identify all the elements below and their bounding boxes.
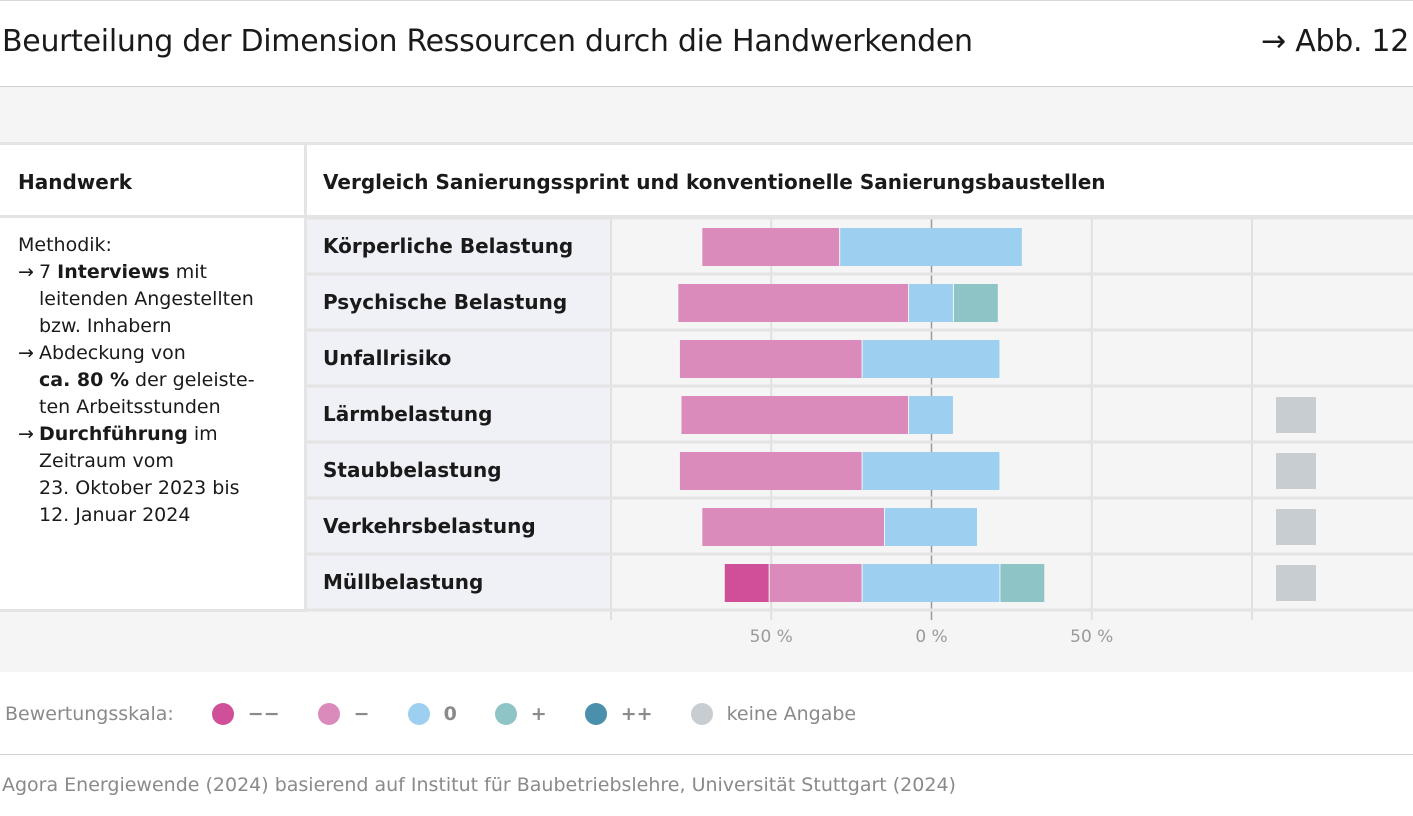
bar-segment <box>681 396 909 434</box>
methodik-text-plain: der geleiste- <box>129 369 255 391</box>
bar-segment <box>702 508 885 546</box>
legend-item: + <box>494 703 547 725</box>
category-label: Verkehrsbelastung <box>323 514 536 538</box>
methodik-text-plain: ten Arbeitsstunden <box>39 396 221 418</box>
legend-swatch <box>407 703 430 725</box>
methodik-text-plain: leitenden Angestellten <box>39 288 254 310</box>
legend-swatch <box>584 703 607 725</box>
bar-segment <box>702 228 840 266</box>
legend-item: keine Angabe <box>690 703 857 725</box>
bar-segment <box>909 284 953 322</box>
arrow-icon: → <box>18 261 34 283</box>
bar-segment <box>769 564 862 602</box>
methodik-text-plain: bzw. Inhabern <box>39 315 172 337</box>
bar-segment <box>862 452 1000 490</box>
legend-item: −− <box>211 703 280 725</box>
diverging-bar-chart: Körperliche Belastung Psychische Belastun… <box>307 218 1413 647</box>
legend-items: −− −0 + ++ keine Angabe <box>211 703 894 725</box>
methodik-text-plain: 12. Januar 2024 <box>39 504 191 526</box>
methodik-line: → 7 Interviews mit <box>18 259 298 286</box>
bar-segment <box>724 564 769 602</box>
methodik-text-plain: Zeitraum vom <box>39 450 174 472</box>
bar-segment <box>840 228 1022 266</box>
legend: Bewertungsskala: −− −0 + ++ keine Angabe <box>5 700 894 728</box>
x-tick-label: 50 % <box>750 627 793 647</box>
methodik-text-plain: 7 <box>39 261 58 283</box>
legend-item: 0 <box>407 703 457 725</box>
x-tick-label: 50 % <box>1070 627 1113 647</box>
category-label: Psychische Belastung <box>323 290 567 314</box>
legend-label: Bewertungsskala: <box>5 703 174 725</box>
legend-item-label: ++ <box>620 703 653 725</box>
category-label: Staubbelastung <box>323 458 502 482</box>
arrow-icon: → <box>18 342 34 364</box>
methodik-text-plain: 23. Oktober 2023 bis <box>39 477 240 499</box>
legend-swatch <box>494 703 517 725</box>
bar-segment <box>862 564 1000 602</box>
bar-segment-no-answer <box>1276 565 1316 601</box>
category-label: Unfallrisiko <box>323 346 451 370</box>
bar-segment-no-answer <box>1276 397 1316 433</box>
legend-item-label: 0 <box>443 703 457 725</box>
legend-item-label: + <box>530 703 547 725</box>
bar-segment <box>953 284 998 322</box>
column-header-vergleich: Vergleich Sanierungssprint und konventio… <box>323 170 1106 194</box>
bar-segment <box>1000 564 1045 602</box>
category-label: Müllbelastung <box>323 570 483 594</box>
source-note: Agora Energiewende (2024) basierend auf … <box>2 774 956 796</box>
methodik-line: 23. Oktober 2023 bis <box>18 475 298 502</box>
bar-segment <box>679 340 862 378</box>
legend-item-label: keine Angabe <box>726 703 857 725</box>
methodik-line: 12. Januar 2024 <box>18 502 298 529</box>
table-header-row <box>0 142 1413 218</box>
bar-segment <box>909 396 953 434</box>
bar-segment <box>679 452 862 490</box>
bar-segment <box>885 508 977 546</box>
bar-segment-no-answer <box>1276 453 1316 489</box>
top-rule <box>0 0 1413 1</box>
footer-rule <box>0 754 1413 755</box>
column-divider <box>304 142 307 612</box>
legend-item: ++ <box>584 703 653 725</box>
category-label: Körperliche Belastung <box>323 234 573 258</box>
bar-segment <box>678 284 909 322</box>
bar-segment-no-answer <box>1276 509 1316 545</box>
legend-item-label: −− <box>247 703 280 725</box>
bar-segment <box>862 340 1000 378</box>
methodik-text-plain: mit <box>169 261 208 283</box>
column-header-handwerk: Handwerk <box>18 170 132 194</box>
methodik-line: → Abdeckung von <box>18 340 298 367</box>
title-rule <box>0 86 1413 87</box>
methodik-line: ten Arbeitsstunden <box>18 394 298 421</box>
methodik-text-bold: ca. 80 % <box>39 369 130 391</box>
methodik-line: bzw. Inhabern <box>18 313 298 340</box>
category-label: Lärmbelastung <box>323 402 492 426</box>
legend-swatch <box>211 703 234 725</box>
arrow-icon: → <box>18 423 34 445</box>
methodik-text-plain: Abdeckung von <box>39 342 186 364</box>
legend-swatch <box>317 703 340 725</box>
methodik-cell <box>0 218 304 612</box>
methodik-text-plain: im <box>187 423 218 445</box>
methodik-line: leitenden Angestellten <box>18 286 298 313</box>
figure-reference: → Abb. 12 <box>1261 24 1409 59</box>
methodik-text: Methodik: → 7 Interviews mit leitenden Ang… <box>18 232 298 529</box>
chart-title: Beurteilung der Dimension Ressourcen dur… <box>2 24 973 59</box>
legend-item-label: − <box>353 703 370 725</box>
label-column <box>307 218 611 610</box>
legend-item: − <box>317 703 370 725</box>
legend-swatch <box>690 703 713 725</box>
methodik-text-bold: Durchführung <box>39 423 188 445</box>
methodik-lines: → 7 Interviews mit leitenden Angestellten b… <box>18 259 298 529</box>
methodik-line: Zeitraum vom <box>18 448 298 475</box>
x-tick-label: 0 % <box>915 627 947 647</box>
methodik-line: → Durchführung im <box>18 421 298 448</box>
methodik-text-bold: Interviews <box>57 261 170 283</box>
methodik-line: ca. 80 % der geleiste- <box>18 367 298 394</box>
methodik-heading: Methodik: <box>18 234 112 256</box>
